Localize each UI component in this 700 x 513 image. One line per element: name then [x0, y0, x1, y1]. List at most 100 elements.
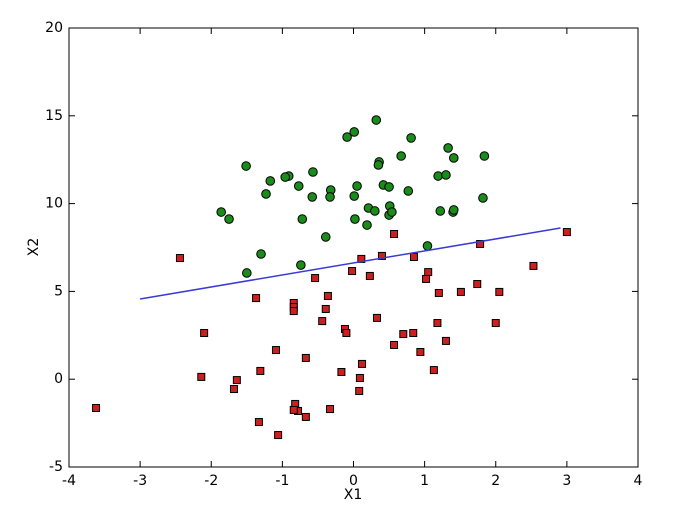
circle-point [448, 153, 459, 163]
square-point [372, 313, 381, 322]
square-point [289, 307, 298, 316]
circle-point [433, 171, 443, 181]
square-point [562, 228, 571, 237]
square-point [326, 405, 335, 414]
y-tick-label: 5 [54, 283, 63, 299]
square-point [200, 329, 209, 338]
x-tick-label: 3 [562, 473, 571, 489]
square-point [390, 229, 399, 238]
square-point [476, 239, 485, 248]
square-point [495, 287, 504, 296]
square-point [311, 274, 320, 283]
square-point [355, 386, 364, 395]
x-tick-label: -1 [275, 473, 289, 489]
square-point [232, 376, 241, 385]
square-point [473, 280, 482, 289]
square-point [424, 268, 433, 277]
square-point [323, 291, 332, 300]
square-point [301, 353, 310, 362]
plot-frame [68, 27, 639, 468]
circle-point [479, 151, 490, 161]
circle-point [350, 214, 360, 224]
circle-point [297, 214, 308, 224]
circle-point [443, 143, 453, 153]
circle-point [371, 115, 382, 125]
y-tick-label: 15 [45, 108, 63, 124]
square-point [357, 254, 366, 263]
square-point [377, 251, 386, 260]
circle-point [296, 260, 306, 270]
square-point [230, 385, 239, 394]
square-point [342, 329, 351, 338]
circle-point [403, 186, 414, 196]
circle-point [441, 170, 451, 180]
circle-point [293, 181, 304, 191]
square-point [254, 418, 263, 427]
square-point [409, 252, 418, 261]
circle-point [307, 192, 318, 202]
square-point [422, 274, 431, 283]
x-tick-label: 0 [349, 473, 358, 489]
square-point [318, 317, 327, 326]
square-point [337, 368, 346, 377]
square-point [271, 346, 280, 355]
x-tick-label: 4 [634, 473, 643, 489]
y-axis-label: X2 [26, 238, 42, 257]
square-point [321, 304, 330, 313]
y-tick-label: 20 [45, 20, 63, 36]
square-point [409, 329, 418, 338]
circle-point [370, 206, 380, 216]
circle-point [320, 232, 331, 242]
circle-point [352, 181, 362, 191]
circle-point [349, 127, 360, 137]
x-tick-label: 2 [491, 473, 500, 489]
y-tick-label: 10 [45, 196, 63, 212]
x-axis-label: X1 [344, 487, 363, 503]
circle-point [384, 182, 394, 192]
circle-point [422, 241, 433, 251]
square-point [434, 288, 443, 297]
circle-point [373, 160, 384, 170]
circle-point [396, 151, 406, 161]
square-point [256, 366, 265, 375]
plot-area [69, 28, 638, 467]
square-point [289, 405, 298, 414]
square-point [197, 372, 206, 381]
circle-point [325, 192, 335, 202]
circle-point [349, 191, 360, 201]
circle-point [308, 167, 318, 177]
circle-point [224, 214, 234, 224]
x-tick-label: -2 [204, 473, 218, 489]
square-point [491, 319, 500, 328]
square-point [348, 267, 357, 276]
circle-point [242, 268, 252, 278]
square-point [456, 287, 465, 296]
circle-point [362, 220, 372, 230]
square-point [274, 431, 283, 440]
square-point [399, 330, 408, 339]
circle-point [478, 193, 488, 203]
circle-point [342, 132, 352, 142]
circle-point [256, 249, 266, 259]
square-point [92, 403, 101, 412]
square-point [390, 340, 399, 349]
circle-point [216, 207, 227, 217]
y-tick-label: -5 [49, 459, 63, 475]
y-tick-label: 0 [54, 371, 63, 387]
square-point [429, 366, 438, 375]
square-point [175, 254, 184, 263]
square-point [441, 336, 450, 345]
square-point [433, 319, 442, 328]
circle-point [387, 207, 397, 217]
circle-point [261, 189, 271, 199]
square-point [358, 359, 367, 368]
circle-point [280, 172, 291, 182]
x-tick-label: -3 [133, 473, 147, 489]
x-tick-label: 1 [420, 473, 429, 489]
circle-point [406, 133, 416, 143]
square-point [355, 373, 364, 382]
square-point [529, 261, 538, 270]
line [140, 227, 561, 300]
